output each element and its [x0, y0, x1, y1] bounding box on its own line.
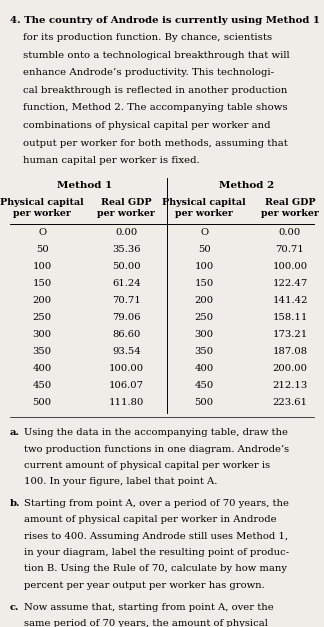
Text: 150: 150	[32, 279, 52, 288]
Text: 111.80: 111.80	[109, 398, 144, 406]
Text: 187.08: 187.08	[272, 347, 307, 356]
Text: combinations of physical capital per worker and: combinations of physical capital per wor…	[10, 121, 270, 130]
Text: 450: 450	[32, 381, 52, 389]
Text: 100: 100	[32, 262, 52, 271]
Text: O: O	[200, 228, 208, 237]
Text: for its production function. By chance, scientists: for its production function. By chance, …	[10, 33, 272, 42]
Text: output per worker for both methods, assuming that: output per worker for both methods, assu…	[10, 139, 287, 147]
Text: percent per year output per worker has grown.: percent per year output per worker has g…	[24, 581, 265, 589]
Text: in your diagram, label the resulting point of produc-: in your diagram, label the resulting poi…	[24, 548, 289, 557]
Text: 400: 400	[32, 364, 52, 372]
Text: 70.71: 70.71	[112, 296, 141, 305]
Text: 200.00: 200.00	[272, 364, 307, 372]
Text: 250: 250	[194, 313, 214, 322]
Text: current amount of physical capital per worker is: current amount of physical capital per w…	[24, 461, 271, 470]
Text: 223.61: 223.61	[272, 398, 307, 406]
Text: 150: 150	[194, 279, 214, 288]
Text: Physical capital
per worker: Physical capital per worker	[0, 198, 84, 218]
Text: Method 1: Method 1	[57, 181, 112, 190]
Text: two production functions in one diagram. Androde’s: two production functions in one diagram.…	[24, 445, 289, 453]
Text: amount of physical capital per worker in Androde: amount of physical capital per worker in…	[24, 515, 277, 524]
Text: 50: 50	[36, 245, 49, 254]
Text: 300: 300	[32, 330, 52, 339]
Text: 100.00: 100.00	[272, 262, 307, 271]
Text: Physical capital
per worker: Physical capital per worker	[162, 198, 246, 218]
Text: 100.00: 100.00	[109, 364, 144, 372]
Text: b.: b.	[10, 499, 20, 508]
Text: 500: 500	[32, 398, 52, 406]
Text: 200: 200	[194, 296, 214, 305]
Text: Method 2: Method 2	[219, 181, 274, 190]
Text: enhance Androde’s productivity. This technologi-: enhance Androde’s productivity. This tec…	[10, 68, 274, 77]
Text: 400: 400	[194, 364, 214, 372]
Text: 350: 350	[32, 347, 52, 356]
Text: rises to 400. Assuming Androde still uses Method 1,: rises to 400. Assuming Androde still use…	[24, 532, 288, 540]
Text: 350: 350	[194, 347, 214, 356]
Text: 86.60: 86.60	[112, 330, 141, 339]
Text: 61.24: 61.24	[112, 279, 141, 288]
Text: a.: a.	[10, 428, 20, 437]
Text: Using the data in the accompanying table, draw the: Using the data in the accompanying table…	[24, 428, 288, 437]
Text: c.: c.	[10, 603, 19, 612]
Text: 100: 100	[194, 262, 214, 271]
Text: 106.07: 106.07	[109, 381, 144, 389]
Text: 212.13: 212.13	[272, 381, 307, 389]
Text: 122.47: 122.47	[272, 279, 307, 288]
Text: Starting from point A, over a period of 70 years, the: Starting from point A, over a period of …	[24, 499, 289, 508]
Text: Real GDP
per worker: Real GDP per worker	[261, 198, 319, 218]
Text: 450: 450	[194, 381, 214, 389]
Text: 173.21: 173.21	[272, 330, 307, 339]
Text: Now assume that, starting from point A, over the: Now assume that, starting from point A, …	[24, 603, 274, 612]
Text: 70.71: 70.71	[276, 245, 304, 254]
Text: 300: 300	[194, 330, 214, 339]
Text: 100. In your figure, label that point A.: 100. In your figure, label that point A.	[24, 477, 218, 486]
Text: 141.42: 141.42	[272, 296, 308, 305]
Text: stumble onto a technological breakthrough that will: stumble onto a technological breakthroug…	[10, 51, 289, 60]
Text: tion B. Using the Rule of 70, calculate by how many: tion B. Using the Rule of 70, calculate …	[24, 564, 287, 573]
Text: 200: 200	[32, 296, 52, 305]
Text: 158.11: 158.11	[272, 313, 308, 322]
Text: same period of 70 years, the amount of physical: same period of 70 years, the amount of p…	[24, 619, 268, 627]
Text: function, Method 2. The accompanying table shows: function, Method 2. The accompanying tab…	[10, 103, 287, 112]
Text: 50.00: 50.00	[112, 262, 141, 271]
Text: 0.00: 0.00	[279, 228, 301, 237]
Text: 35.36: 35.36	[112, 245, 141, 254]
Text: Real GDP
per worker: Real GDP per worker	[98, 198, 155, 218]
Text: 50: 50	[198, 245, 211, 254]
Text: O: O	[38, 228, 46, 237]
Text: 500: 500	[194, 398, 214, 406]
Text: 4. The country of Androde is currently using Method 1: 4. The country of Androde is currently u…	[10, 16, 319, 24]
Text: human capital per worker is fixed.: human capital per worker is fixed.	[10, 156, 200, 165]
Text: 250: 250	[32, 313, 52, 322]
Text: cal breakthrough is reflected in another production: cal breakthrough is reflected in another…	[10, 86, 287, 95]
Text: 93.54: 93.54	[112, 347, 141, 356]
Text: 79.06: 79.06	[112, 313, 141, 322]
Text: 0.00: 0.00	[115, 228, 137, 237]
